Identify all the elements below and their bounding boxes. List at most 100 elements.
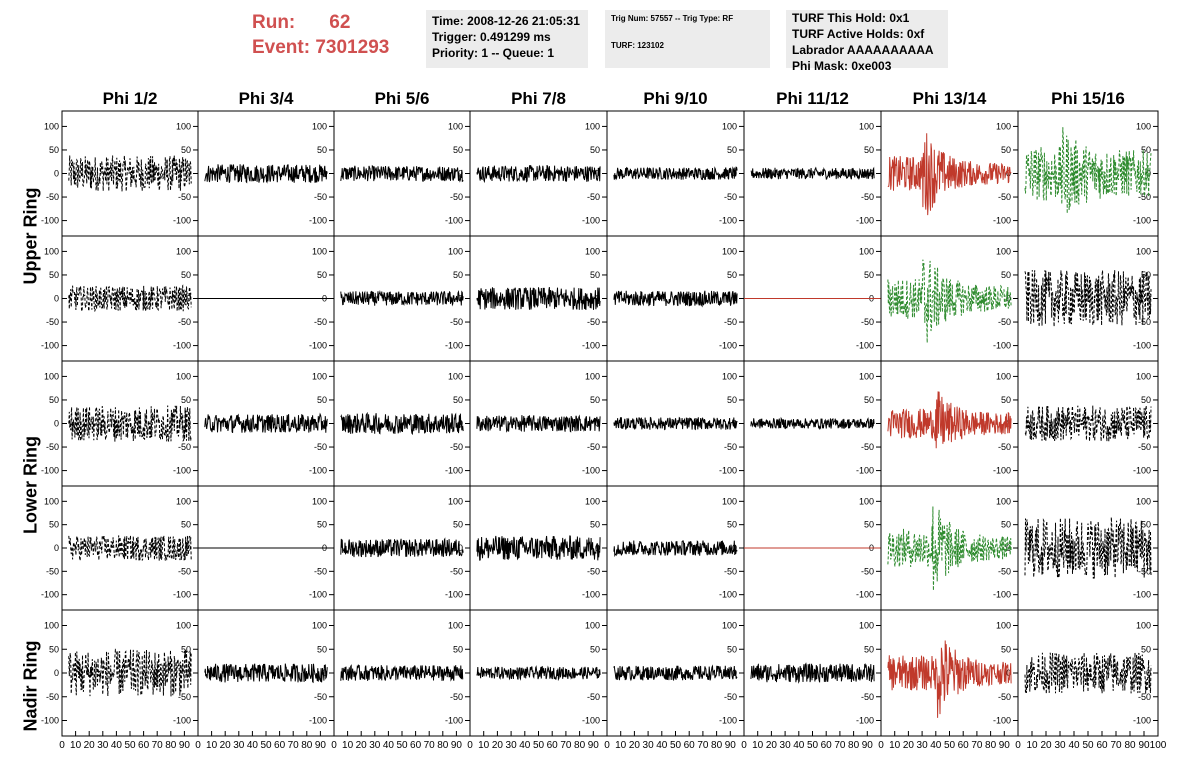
waveform-trace [613, 664, 738, 682]
x-tick-label: 0 [195, 740, 201, 751]
y-tick-label: 100 [1136, 371, 1151, 381]
y-tick-label: -100 [719, 590, 737, 600]
x-tick-label: 30 [643, 740, 655, 751]
y-tick-label: 50 [1001, 644, 1011, 654]
x-tick-label: 70 [971, 740, 983, 751]
x-tick-label: 30 [780, 740, 792, 751]
x-tick-label: 70 [288, 740, 300, 751]
y-tick-label: 50 [727, 395, 737, 405]
y-tick-label: 50 [590, 395, 600, 405]
x-tick-label: 70 [560, 740, 572, 751]
y-tick-label: -100 [309, 590, 327, 600]
y-tick-label: 50 [590, 270, 600, 280]
run-label: Run: [252, 12, 296, 33]
turf-info-box: TURF This Hold: 0x1 TURF Active Holds: 0… [786, 10, 948, 73]
waveform-trace [68, 405, 192, 442]
y-tick-label: 50 [1141, 395, 1151, 405]
y-tick-label: 50 [453, 270, 463, 280]
y-tick-label: -50 [46, 317, 59, 327]
y-tick-label: 50 [317, 395, 327, 405]
y-tick-label: 50 [317, 520, 327, 530]
x-tick-label: 10 [889, 740, 901, 751]
y-tick-label: 100 [448, 246, 463, 256]
x-tick-label: 90 [588, 740, 600, 751]
y-tick-label: -50 [587, 692, 600, 702]
y-tick-label: 0 [54, 668, 59, 678]
y-tick-label: -100 [445, 216, 463, 226]
y-tick-label: -100 [993, 341, 1011, 351]
waveform-trace [68, 284, 192, 312]
y-tick-label: 50 [1001, 145, 1011, 155]
y-tick-label: 50 [317, 644, 327, 654]
y-tick-label: 100 [996, 621, 1011, 631]
y-tick-label: -100 [445, 590, 463, 600]
x-tick-label: 60 [274, 740, 286, 751]
y-tick-label: 100 [1136, 121, 1151, 131]
y-tick-label: 100 [312, 371, 327, 381]
x-tick-label: 10 [752, 740, 764, 751]
waveform-trace [887, 133, 1012, 216]
y-tick-label: -50 [587, 192, 600, 202]
x-tick-label: 70 [424, 740, 436, 751]
x-tick-label: 30 [1054, 740, 1066, 751]
x-tick-label: 10 [1026, 740, 1038, 751]
y-tick-label: 100 [585, 371, 600, 381]
y-tick-label: -100 [173, 216, 191, 226]
y-tick-label: -100 [856, 716, 874, 726]
y-tick-label: -100 [856, 216, 874, 226]
x-tick-label: 80 [574, 740, 586, 751]
y-tick-label: 100 [176, 246, 191, 256]
y-tick-label: -50 [998, 192, 1011, 202]
waveform-trace [340, 663, 464, 682]
y-tick-label: -100 [309, 716, 327, 726]
y-tick-label: 100 [312, 621, 327, 631]
x-tick-label: 30 [233, 740, 245, 751]
column-header-phi-15-16: Phi 15/16 [1051, 89, 1125, 108]
y-tick-label: -100 [445, 466, 463, 476]
x-tick-label: 80 [1124, 740, 1136, 751]
y-tick-label: -100 [719, 466, 737, 476]
y-tick-label: -100 [309, 466, 327, 476]
x-tick-label: 70 [152, 740, 164, 751]
y-tick-label: 100 [722, 371, 737, 381]
y-tick-label: 100 [44, 496, 59, 506]
y-tick-label: 50 [727, 145, 737, 155]
y-tick-label: 100 [585, 621, 600, 631]
y-tick-label: 50 [864, 644, 874, 654]
y-tick-label: -100 [1133, 341, 1151, 351]
y-tick-label: -50 [450, 192, 463, 202]
y-tick-label: -50 [178, 317, 191, 327]
y-tick-label: -50 [314, 566, 327, 576]
y-tick-label: 0 [54, 294, 59, 304]
y-tick-label: -100 [1133, 216, 1151, 226]
y-tick-label: 50 [453, 145, 463, 155]
x-tick-label: 60 [547, 740, 559, 751]
y-tick-label: -50 [724, 566, 737, 576]
x-tick-label: 50 [670, 740, 682, 751]
y-tick-label: 100 [722, 496, 737, 506]
waveform-trace [476, 535, 601, 561]
y-tick-label: -50 [998, 566, 1011, 576]
x-tick-label: 60 [821, 740, 833, 751]
y-tick-label: 0 [54, 169, 59, 179]
y-tick-label: -100 [582, 716, 600, 726]
column-header-phi-5-6: Phi 5/6 [374, 89, 430, 108]
y-tick-label: 100 [585, 246, 600, 256]
waveform-trace [476, 164, 601, 184]
x-tick-label: 70 [834, 740, 846, 751]
trigger-line: Trigger: 0.491299 ms [432, 30, 551, 44]
labrador-line: Labrador AAAAAAAAAA [792, 43, 934, 57]
y-tick-label: -50 [46, 192, 59, 202]
y-tick-label: 50 [181, 145, 191, 155]
waveform-trace [1024, 517, 1152, 579]
x-tick-label: 50 [1082, 740, 1094, 751]
x-tick-label: 90 [451, 740, 463, 751]
y-tick-label: 50 [1001, 520, 1011, 530]
x-tick-label: 0 [467, 740, 473, 751]
y-tick-label: -50 [724, 192, 737, 202]
x-tick-label: 60 [958, 740, 970, 751]
y-tick-label: 100 [44, 246, 59, 256]
x-tick-label: 70 [1110, 740, 1122, 751]
waveform-trace [613, 540, 738, 558]
y-tick-label: 50 [1141, 145, 1151, 155]
